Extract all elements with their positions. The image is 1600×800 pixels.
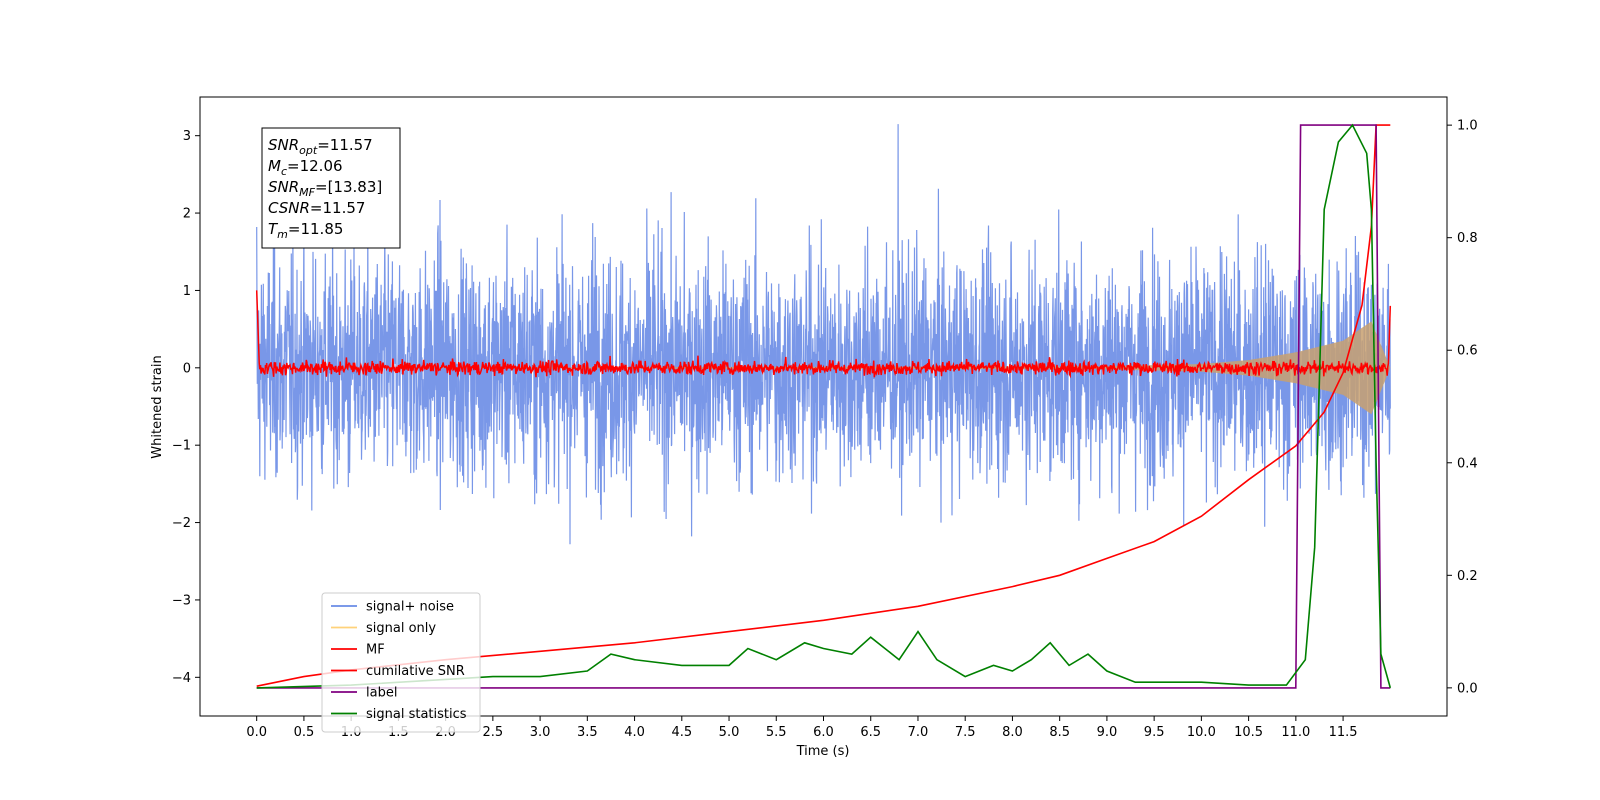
x-tick-label: 9.5 xyxy=(1144,725,1165,740)
y-axis-title: Whitened strain xyxy=(150,355,165,458)
legend-item: label xyxy=(331,686,397,701)
y-axis-left: 3 2 1 0 −1 −2 −3 −4 xyxy=(172,129,200,686)
x-tick-label: 11.5 xyxy=(1329,725,1358,740)
y2-tick-label: 0.2 xyxy=(1457,569,1478,584)
series-signal-statistics xyxy=(256,123,1392,689)
legend: signal+ noise signal only MF cumilative SNR… xyxy=(321,592,481,733)
y-tick-label: −1 xyxy=(172,439,191,454)
legend-item: cumilative SNR xyxy=(331,664,465,679)
x-tick-label: 4.0 xyxy=(624,725,645,740)
legend-label: signal only xyxy=(366,621,436,636)
x-tick-label: 2.5 xyxy=(483,725,504,740)
x-axis-title: Time (s) xyxy=(796,744,850,759)
legend-label: signal statistics xyxy=(366,707,467,722)
x-tick-label: 7.5 xyxy=(955,725,976,740)
x-tick-label: 3.5 xyxy=(577,725,598,740)
series-mf xyxy=(255,290,1392,379)
x-tick-label: 5.5 xyxy=(766,725,787,740)
series-label xyxy=(256,124,1391,689)
x-tick-label: 0.5 xyxy=(294,725,315,740)
annotation-line: SNRopt=11.57 xyxy=(268,136,373,157)
x-tick-label: 3.0 xyxy=(530,725,551,740)
x-tick-label: 8.0 xyxy=(1002,725,1023,740)
y2-tick-label: 1.0 xyxy=(1457,119,1478,134)
x-tick-label: 5.0 xyxy=(719,725,740,740)
annotation-line: Tm=11.85 xyxy=(268,220,343,241)
y-tick-label: 2 xyxy=(183,207,191,222)
series-signal-noise xyxy=(256,124,1391,545)
y-tick-label: −3 xyxy=(172,593,191,608)
y-tick-label: −4 xyxy=(172,671,191,686)
plot-series-layer xyxy=(255,123,1392,689)
annotation-line: Mc=12.06 xyxy=(268,157,343,178)
x-tick-label: 9.0 xyxy=(1097,725,1118,740)
x-tick-label: 4.5 xyxy=(671,725,692,740)
annotation-line: CSNR=11.57 xyxy=(268,199,365,217)
annotation-line: SNRMF=[13.83] xyxy=(268,178,382,199)
legend-label: MF xyxy=(366,643,385,658)
x-tick-label: 11.0 xyxy=(1281,725,1310,740)
legend-item: MF xyxy=(331,643,385,658)
legend-label: cumilative SNR xyxy=(366,664,465,679)
x-tick-label: 7.0 xyxy=(908,725,929,740)
x-tick-label: 0.0 xyxy=(246,725,267,740)
legend-item: signal statistics xyxy=(331,707,467,722)
x-tick-label: 6.0 xyxy=(813,725,834,740)
y-tick-label: 1 xyxy=(183,284,191,299)
y-tick-label: −2 xyxy=(172,516,191,531)
y-tick-label: 3 xyxy=(183,129,191,144)
legend-item: signal+ noise xyxy=(331,600,454,615)
legend-frame xyxy=(321,592,481,733)
y-axis-right: 1.0 0.8 0.6 0.4 0.2 0.0 xyxy=(1447,119,1478,696)
y-tick-label: 0 xyxy=(183,361,191,376)
y2-tick-label: 0.6 xyxy=(1457,344,1478,359)
y2-tick-label: 0.8 xyxy=(1457,231,1478,246)
x-tick-label: 10.5 xyxy=(1234,725,1263,740)
y2-tick-label: 0.0 xyxy=(1457,681,1478,696)
x-tick-label: 10.0 xyxy=(1187,725,1216,740)
legend-label: label xyxy=(366,686,397,701)
series-cumilative-snr xyxy=(256,124,1391,687)
x-tick-label: 8.5 xyxy=(1049,725,1070,740)
y2-tick-label: 0.4 xyxy=(1457,456,1478,471)
x-tick-label: 6.5 xyxy=(860,725,881,740)
metrics-annotation-box: SNRopt=11.57Mc=12.06SNRMF=[13.83]CSNR=11… xyxy=(261,127,401,249)
legend-label: signal+ noise xyxy=(366,600,454,615)
legend-item: signal only xyxy=(331,621,436,636)
annotation-frame xyxy=(261,127,401,249)
